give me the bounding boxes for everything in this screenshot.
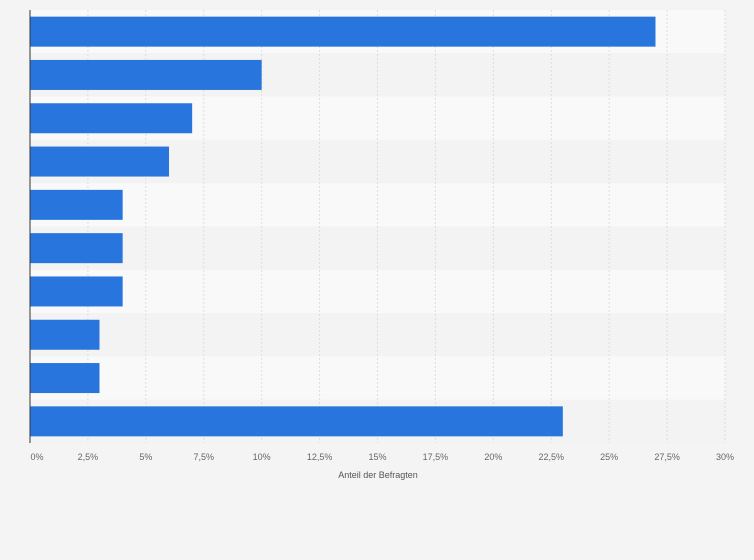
- x-tick-label: 12,5%: [307, 452, 333, 462]
- bar: [30, 233, 123, 264]
- x-tick-label: 30%: [716, 452, 734, 462]
- bar: [30, 406, 563, 437]
- x-tick-label: 17,5%: [423, 452, 449, 462]
- x-tick-label: 2,5%: [78, 452, 99, 462]
- bars: [30, 16, 656, 437]
- bar: [30, 319, 100, 350]
- bar: [30, 189, 123, 220]
- x-tick-label: 7,5%: [193, 452, 214, 462]
- x-tick-label: 5%: [139, 452, 152, 462]
- row-band: [30, 183, 725, 227]
- bar: [30, 276, 123, 307]
- x-tick-label: 0%: [30, 452, 43, 462]
- x-tick-label: 22,5%: [538, 452, 564, 462]
- bar: [30, 59, 262, 90]
- x-tick-label: 25%: [600, 452, 618, 462]
- bar: [30, 103, 193, 134]
- x-axis-title: Anteil der Befragten: [338, 470, 418, 480]
- x-tick-label: 20%: [484, 452, 502, 462]
- x-tick-label: 15%: [368, 452, 386, 462]
- bar: [30, 16, 656, 47]
- x-tick-labels: 0% 2,5% 5% 7,5% 10% 12,5% 15% 17,5% 20% 22,5% 25% 2…: [30, 452, 734, 462]
- bar: [30, 146, 169, 177]
- bar: [30, 363, 100, 394]
- x-tick-label: 27,5%: [654, 452, 680, 462]
- x-tick-label: 10%: [253, 452, 271, 462]
